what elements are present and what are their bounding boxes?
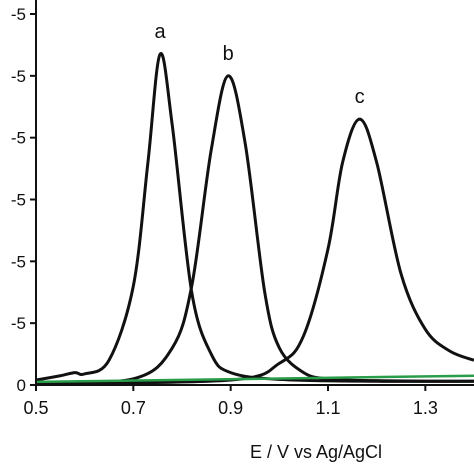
x-tick-label: 0.5 xyxy=(23,398,48,418)
y-tick-label: -5 xyxy=(11,191,26,210)
plot-area: a b c xyxy=(36,21,474,385)
axes: 0.5 0.7 0.9 1.1 1.3 0 -5 -5 -5 -5 -5 -5 xyxy=(11,0,474,418)
x-tick-label: 1.1 xyxy=(315,398,340,418)
x-tick-label: 1.3 xyxy=(413,398,438,418)
y-tick-label: -5 xyxy=(11,67,26,86)
series-baseline-line xyxy=(36,374,474,384)
series-line-b xyxy=(36,74,474,385)
y-tick-label: 0 xyxy=(17,376,26,395)
x-tick-label: 0.7 xyxy=(121,398,146,418)
x-axis-title: E / V vs Ag/AgCl xyxy=(250,442,382,462)
peak-label-c: c xyxy=(355,86,365,108)
x-tick-label: 0.9 xyxy=(218,398,243,418)
y-tick-label: -5 xyxy=(11,252,26,271)
y-tick-label: -5 xyxy=(11,5,26,24)
y-tick-label: -5 xyxy=(11,129,26,148)
peak-label-a: a xyxy=(155,21,167,43)
series-line-c xyxy=(36,117,474,385)
peak-label-b: b xyxy=(223,43,234,65)
y-tick-label: -5 xyxy=(11,314,26,333)
